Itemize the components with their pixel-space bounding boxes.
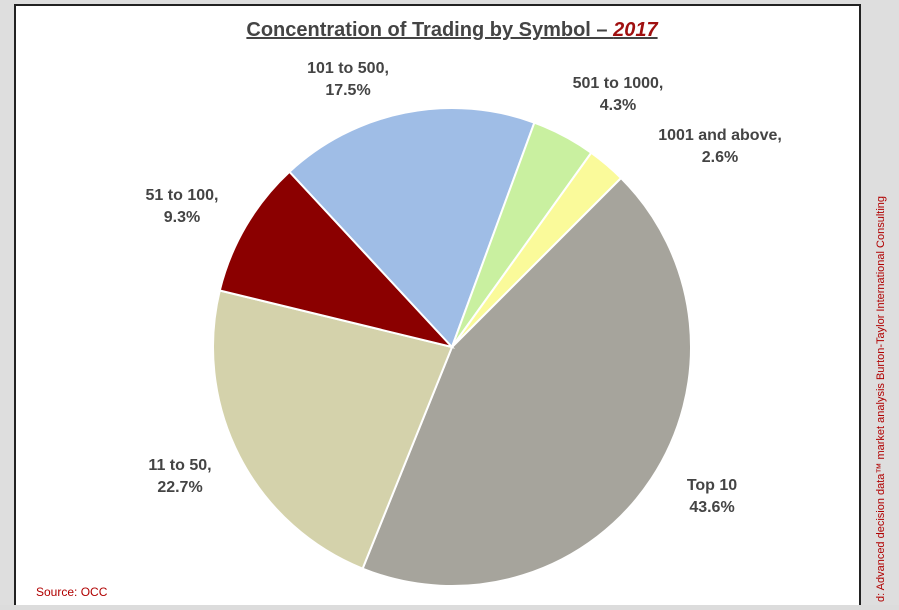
slice-value: 2.6% bbox=[702, 149, 738, 166]
pie-slice bbox=[451, 151, 623, 348]
slice-value: 9.3% bbox=[164, 209, 200, 226]
side-note: d: Advanced decision data™ market analys… bbox=[875, 196, 887, 602]
title-year: 2017 bbox=[612, 19, 658, 41]
slice-value: 4.3% bbox=[600, 97, 636, 114]
pie-slice bbox=[212, 289, 454, 570]
slice-label: 51 to 100, bbox=[146, 187, 219, 204]
slice-label: 11 to 50, bbox=[148, 457, 211, 474]
title-main: Concentration of Trading by Symbol – bbox=[246, 19, 613, 41]
slice-label: Top 10 bbox=[687, 477, 737, 494]
pie-slice bbox=[361, 176, 692, 587]
slice-value: 43.6% bbox=[689, 499, 734, 516]
pie-slice bbox=[218, 170, 455, 349]
slice-value: 17.5% bbox=[325, 82, 370, 99]
pie bbox=[212, 107, 692, 587]
slice-label: 1001 and above, bbox=[658, 127, 782, 144]
source: Source: OCC bbox=[36, 585, 108, 599]
chart-title: Concentration of Trading by Symbol – 201… bbox=[246, 19, 658, 41]
slice-label: 501 to 1000, bbox=[573, 75, 664, 92]
slice-label: 101 to 500, bbox=[307, 60, 389, 77]
slice-value: 22.7% bbox=[157, 479, 202, 496]
